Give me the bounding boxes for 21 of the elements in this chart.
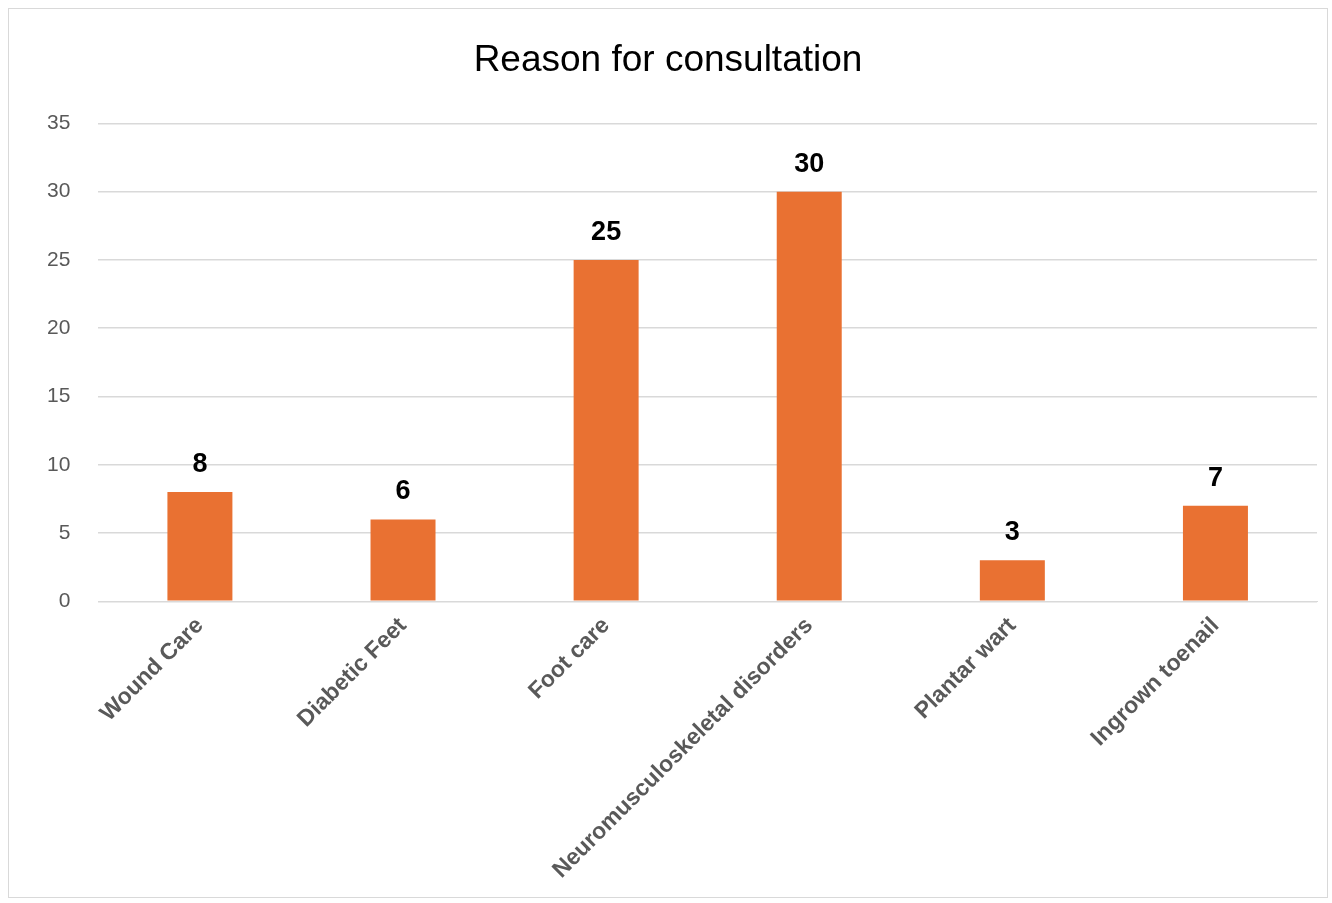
data-label: 3 — [1004, 516, 1020, 547]
bar — [979, 560, 1045, 601]
data-label: 25 — [591, 215, 622, 246]
chart-title: Reason for consultation — [473, 38, 863, 80]
bar — [1182, 505, 1248, 601]
data-label: 6 — [395, 475, 411, 506]
y-tick-label: 20 — [47, 315, 71, 339]
y-tick-label: 35 — [47, 110, 71, 134]
bar — [370, 519, 436, 601]
y-tick-label: 30 — [47, 178, 71, 202]
y-tick-label: 5 — [58, 519, 71, 543]
y-tick-label: 10 — [47, 451, 71, 475]
data-label: 7 — [1207, 461, 1223, 492]
y-tick-label: 0 — [58, 588, 71, 612]
y-tick-label: 25 — [47, 246, 71, 270]
y-tick-label: 15 — [47, 383, 71, 407]
data-label: 30 — [794, 147, 825, 178]
bar — [573, 259, 639, 601]
data-label: 8 — [192, 448, 208, 479]
bar — [167, 492, 233, 601]
bar — [776, 191, 842, 601]
